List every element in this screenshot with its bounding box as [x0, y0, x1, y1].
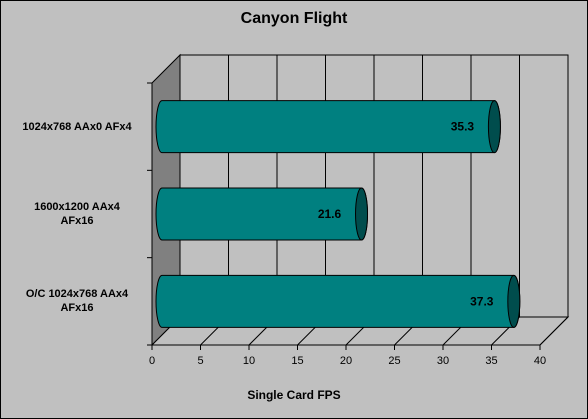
category-label: 1024x768 AAx0 AFx4	[22, 120, 132, 133]
bar	[155, 100, 501, 154]
data-label: 21.6	[318, 207, 342, 221]
bar	[155, 274, 521, 328]
x-tick-label: 30	[437, 355, 449, 367]
category-label: O/C 1024x768 AAx4 AFx16	[25, 288, 129, 315]
x-tick-label: 20	[340, 355, 352, 367]
x-tick-label: 35	[485, 355, 497, 367]
x-tick-label: 25	[388, 355, 400, 367]
x-tick-label: 5	[197, 355, 203, 367]
x-tick-label: 10	[243, 355, 255, 367]
x-tick-label: 15	[291, 355, 303, 367]
bar-cap	[507, 274, 521, 328]
x-tick-label: 40	[534, 355, 546, 367]
category-label: 1600x1200 AAx4 AFx16	[34, 201, 120, 227]
data-label: 35.3	[451, 120, 475, 134]
bar-cap	[355, 187, 369, 241]
x-axis-title: Single Card FPS	[247, 388, 341, 402]
data-label: 37.3	[470, 294, 494, 308]
bar-cap	[487, 100, 501, 154]
floor-gridline	[539, 316, 569, 346]
x-tick-label: 0	[149, 355, 155, 367]
chart-title: Canyon Flight	[240, 10, 348, 27]
